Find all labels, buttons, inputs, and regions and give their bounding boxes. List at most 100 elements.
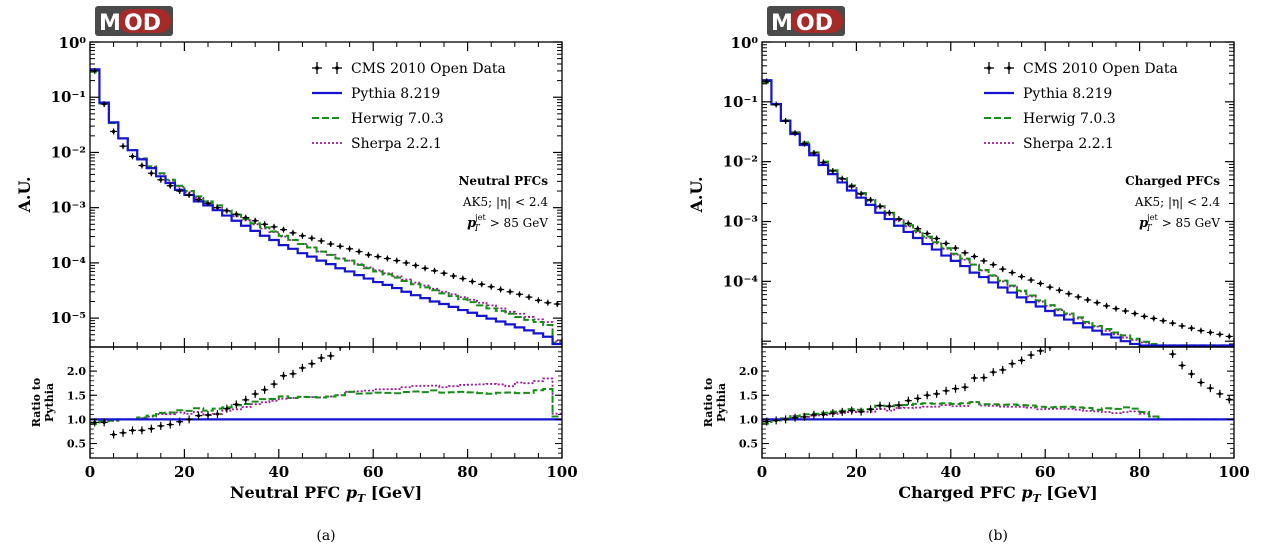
x-axis-label: Charged PFC pT [GeV] [898,483,1097,505]
ratio-data-point [166,420,174,429]
data-point [989,261,997,268]
ratio-data-point [942,386,950,395]
ratio-plot-frame [761,346,1235,459]
data-point [336,243,344,250]
legend-label: Sherpa 2.2.1 [1023,136,1114,152]
ratio-data-point [100,418,108,427]
ratio-data-point [213,410,221,419]
data-point [933,235,941,242]
data-point [516,291,524,298]
data-point [449,272,457,279]
ytick-label: 10⁻³ [723,213,758,231]
annotation-title: Neutral PFCs [458,174,548,188]
legend-label: Pythia 8.219 [351,86,440,102]
ratio-data-point [1084,325,1091,333]
ratio-data-point [280,371,288,380]
data-point [138,162,146,169]
mod-logo: M OD [767,6,845,36]
ratio-data-point [989,368,997,377]
ytick-label: 10⁻² [51,143,86,161]
data-point [1159,317,1167,324]
ratio-data-point [838,407,846,416]
ratio-data-point [782,415,790,424]
data-point [166,182,174,189]
ratio-data-point [867,405,875,414]
ratio-data-point [535,272,542,280]
logo-od-pill [790,9,843,33]
data-point [942,240,950,247]
ratio-data-point [185,415,193,424]
ratio-data-point [298,363,306,372]
ratio-data-point [516,272,523,280]
figure-caption: (b) [988,528,1008,544]
data-point [1197,327,1205,334]
data-point [431,267,439,274]
data-point [1140,313,1148,320]
data-point [1103,302,1111,309]
data-point [1036,280,1044,287]
series-herwig-line [90,70,562,344]
ratio-plot-area [90,272,562,439]
ytick-label: 10⁻³ [51,199,86,217]
legend-label: Herwig 7.0.3 [1023,111,1116,127]
data-point [885,209,893,216]
rtick-label: 1.5 [739,389,758,402]
ratio-data-point [961,383,969,392]
ratio-data-point [914,394,922,403]
ratio-plot-area [762,319,1234,426]
data-point [980,257,988,264]
ratio-axis-label-2: Pythia [715,383,728,422]
data-point [1018,273,1026,280]
data-point [1206,329,1214,336]
figure-panel-b: M OD 10⁰ 10⁻¹ 10⁻² 10⁻³ 10⁻⁴ 2.0 1.5 1.0 0.5 0 20 40 6… [672,0,1265,554]
xtick-label: 60 [1035,463,1056,481]
xtick-label: 40 [268,463,289,481]
ytick-label: 10⁰ [731,34,759,52]
data-point [525,294,533,301]
data-point [251,217,259,224]
data-point [242,214,250,221]
ytick-label: 10⁻⁴ [723,272,759,290]
ratio-data-point [1103,319,1110,327]
data-point [327,240,335,247]
legend-item-sherpa: Sherpa 2.2.1 [312,136,442,152]
ratio-data-point [1225,395,1233,404]
ratio-data-point [327,351,335,360]
ratio-data-point [242,395,250,404]
ratio-data-point [1188,369,1196,378]
ratio-data-point [110,430,118,439]
ratio-data-point [356,335,363,343]
ratio-data-point [980,373,988,382]
ratio-data-point [251,389,259,398]
xtick-label: 20 [174,463,195,481]
ratio-data-point [138,426,146,435]
data-point [223,207,231,214]
data-point [1169,320,1177,327]
ratio-data-point [1008,359,1016,368]
legend-item-pythia: Pythia 8.219 [312,86,440,102]
ratio-data-point [459,284,466,292]
xtick-label: 80 [1129,463,1150,481]
series-sherpa-line [90,69,562,343]
logo-m-text: M [771,11,793,36]
ratio-data-point [147,424,155,433]
annotation-title: Charged PFCs [1125,174,1220,188]
data-point [298,232,306,239]
data-point [782,117,790,124]
data-point [810,149,818,156]
legend-item-herwig: Herwig 7.0.3 [984,111,1116,127]
data-point [261,221,269,228]
data-point [923,230,931,237]
data-point [176,188,184,195]
ytick-label: 10⁻² [723,153,758,171]
legend-label: Sherpa 2.2.1 [351,136,442,152]
ratio-data-point [970,374,978,383]
ratio-data-point [412,297,419,305]
data-point [213,204,221,211]
data-point [1074,293,1082,300]
annotation-pt-cut: pjet T > 85 GeV [1139,213,1220,234]
ratio-data-point [1065,334,1072,342]
data-point [280,226,288,233]
data-point [914,225,922,232]
data-point [317,237,325,244]
